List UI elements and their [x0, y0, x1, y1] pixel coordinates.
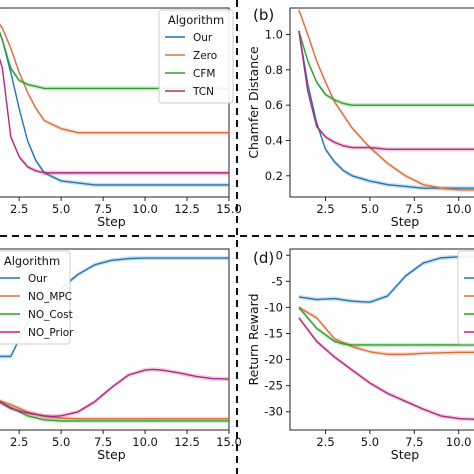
y-tick-label: 0: [276, 248, 283, 262]
series-line-our: [298, 256, 474, 303]
panel-letter: (d): [253, 249, 274, 267]
series-group: [298, 254, 474, 422]
series-line-no_mpc: [0, 400, 229, 420]
legend-entry: Our: [193, 32, 213, 44]
y-tick-label: -30: [264, 405, 283, 419]
series-line-no_prior: [298, 317, 474, 420]
y-tick-label: 0.8: [265, 63, 283, 77]
legend-title: Algorithm: [4, 254, 60, 268]
x-tick-label: 5.0: [52, 202, 70, 216]
legend: A: [457, 250, 474, 345]
panel-a: 2.5 5.0 7.5 10.0 12.5 15.0 Step Algorithm Our Zer…: [0, 7, 242, 229]
y-tick-label: 0.2: [265, 169, 283, 183]
series-band-no_prior: [0, 367, 229, 419]
y-tick-label: -10: [264, 300, 283, 314]
x-tick-label: 2.5: [316, 202, 334, 216]
panel-c: 2.5 5.0 7.5 10.0 12.5 15.0 Step Algorithm Our NO_…: [0, 248, 242, 462]
panel-letter: (b): [253, 6, 274, 24]
x-tick-label: 10.0: [446, 202, 472, 216]
y-tick-label: -20: [264, 353, 283, 367]
legend-entry: NO_MPC: [28, 291, 72, 303]
x-tick-label: 5.0: [52, 435, 70, 449]
y-tick-label: 1.0: [265, 27, 283, 41]
y-axis-label: Return Reward: [246, 293, 261, 385]
legend-box: [457, 250, 474, 345]
series-line-cfm: [298, 30, 474, 106]
legend-title: Algorithm: [168, 13, 224, 27]
series-line-zero: [0, 23, 229, 134]
series-band-zero: [298, 8, 474, 193]
x-tick-label: 15.0: [216, 202, 242, 216]
y-axis-label: Chamfer Distance: [246, 46, 261, 159]
panel-d: 2.5 5.0 7.5 10.0 0 -5 -10 -15 -20 -25 -30 Step Retur…: [246, 248, 474, 462]
series-band-our: [298, 28, 474, 191]
y-tick-label: -5: [272, 274, 283, 288]
y-tick-label: -15: [264, 327, 283, 341]
legend-entry: Zero: [193, 50, 217, 62]
x-tick-label: 2.5: [10, 435, 28, 449]
series-band-no_cost: [298, 305, 474, 348]
x-tick-label: 5.0: [361, 435, 379, 449]
series-band-no_prior: [298, 315, 474, 422]
series-line-zero: [298, 9, 474, 191]
series-line-no_mpc: [298, 306, 474, 356]
x-axis-label: Step: [391, 447, 420, 462]
x-tick-label: 5.0: [361, 202, 379, 216]
series-line-tcn: [298, 30, 474, 151]
x-tick-label: 10.0: [132, 435, 158, 449]
x-tick-label: 7.5: [405, 202, 423, 216]
x-tick-label: 15.0: [216, 435, 242, 449]
x-tick-label: 7.5: [94, 202, 112, 216]
series-band-tcn: [298, 28, 474, 152]
series-band-cfm: [298, 28, 474, 108]
series-band-no_cost: [0, 399, 229, 424]
legend-entry: CFM: [193, 68, 215, 80]
series-group: [0, 22, 229, 188]
plot-frame: [0, 248, 230, 431]
x-tick-label: 12.5: [174, 202, 200, 216]
series-line-cfm: [0, 31, 229, 90]
x-axis-label: Step: [97, 214, 126, 229]
legend-box: [158, 9, 234, 104]
legend-box: [0, 250, 71, 345]
series-band-tcn: [0, 58, 229, 176]
y-tick-label: 0.4: [265, 133, 283, 147]
x-axis-label: Step: [97, 447, 126, 462]
x-tick-label: 12.5: [174, 435, 200, 449]
legend-entry: TCN: [192, 86, 214, 98]
x-axis-label: Step: [391, 214, 420, 229]
series-group: [298, 8, 474, 193]
series-line-no_cost: [298, 306, 474, 346]
panel-b: 2.5 5.0 7.5 10.0 0.2 0.4 0.6 0.8 1.0 Step Chamfer …: [246, 6, 474, 229]
x-tick-label: 10.0: [132, 202, 158, 216]
legend: Algorithm Our Zero CFM TCN: [158, 9, 234, 104]
y-tick-label: 0.6: [265, 98, 283, 112]
legend: Algorithm Our NO_MPC NO_Cost NO_Prior: [0, 250, 74, 345]
plot-frame: [289, 248, 474, 431]
legend-entry: Our: [28, 273, 48, 285]
x-tick-label: 2.5: [316, 435, 334, 449]
series-line-no_prior: [0, 368, 229, 418]
series-line-tcn: [0, 57, 229, 174]
x-tick-label: 10.0: [446, 435, 472, 449]
series-line-our: [298, 30, 474, 189]
x-tick-label: 2.5: [10, 202, 28, 216]
series-line-our: [0, 31, 229, 186]
plot-frame: [289, 7, 474, 198]
y-tick-label: -25: [264, 379, 283, 393]
x-tick-label: 7.5: [405, 435, 423, 449]
series-group: [0, 255, 229, 424]
legend-entry: NO_Cost: [28, 309, 73, 321]
legend-entry: NO_Prior: [28, 327, 74, 339]
x-tick-label: 7.5: [94, 435, 112, 449]
